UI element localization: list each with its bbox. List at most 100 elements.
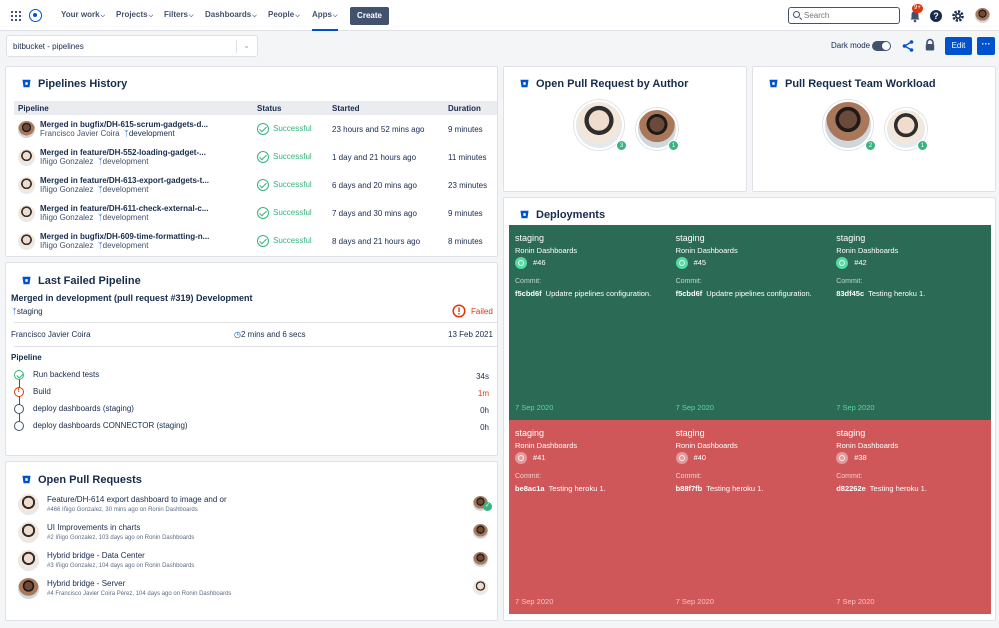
pipeline-name[interactable]: Merged in feature/DH-611-check-external-… <box>40 204 209 213</box>
commit-hash[interactable]: d82262e <box>836 483 866 493</box>
commit-hash[interactable]: f5cbd6f <box>515 289 542 298</box>
status-cell: Successful <box>253 115 328 143</box>
deployment-card[interactable]: staging Ronin Dashboards #40 Commit: b88… <box>669 419 831 614</box>
nav-apps[interactable]: Apps⌵ <box>312 10 338 31</box>
lock-icon[interactable] <box>923 38 937 52</box>
column-header[interactable]: Started <box>328 101 444 115</box>
pipeline-cell: Merged in feature/DH-613-export-gadgets-… <box>14 171 253 199</box>
commit-hash[interactable]: 83df45c <box>836 289 865 298</box>
column-header[interactable]: Duration <box>444 101 497 115</box>
pipeline-step[interactable]: deploy dashboards (staging) <box>14 404 134 414</box>
pr-title[interactable]: UI Improvements in charts <box>47 523 141 532</box>
table-row[interactable]: Merged in bugfix/DH-609-time-formatting-… <box>14 227 497 255</box>
nav-your-work[interactable]: Your work⌵ <box>61 10 106 19</box>
reviewer-avatar[interactable] <box>823 100 873 150</box>
author-avatar[interactable] <box>574 100 624 150</box>
pull-request-item[interactable]: Feature/DH-614 export dashboard to image… <box>18 492 492 518</box>
commit-info: f5cbd6f Updatre pipelines configuration. <box>676 289 812 298</box>
commit-hash[interactable]: b88f7fb <box>675 483 703 493</box>
table-row[interactable]: Merged in feature/DH-613-export-gadgets-… <box>14 171 497 199</box>
pipeline-step[interactable]: deploy dashboards CONNECTOR (staging) <box>14 421 188 431</box>
deploy-build: #42 <box>836 257 867 269</box>
deploy-repository: Ronin Dashboards <box>836 246 899 255</box>
deployment-card[interactable]: staging Ronin Dashboards #42 Commit: 83d… <box>830 225 991 420</box>
search-input[interactable] <box>804 10 894 21</box>
deploy-repository: Ronin Dashboards <box>675 440 738 450</box>
app-switcher-icon[interactable] <box>11 11 21 21</box>
build-number: #41 <box>533 452 546 462</box>
panel-title: Open Pull Request by Author <box>536 78 689 90</box>
build-status-icon <box>675 257 688 269</box>
failed-pipeline-heading[interactable]: Merged in development (pull request #319… <box>11 293 253 303</box>
create-button[interactable]: Create <box>350 7 389 25</box>
table-row[interactable]: Merged in feature/DH-611-check-external-… <box>14 199 497 227</box>
step-success-icon <box>14 370 24 380</box>
pr-title[interactable]: Feature/DH-614 export dashboard to image… <box>47 495 227 504</box>
commit-hash[interactable]: be8ac1a <box>515 483 545 493</box>
commit-label: Commit: <box>515 278 542 285</box>
status-cell: Successful <box>253 199 328 227</box>
column-header[interactable]: Pipeline <box>14 101 253 115</box>
table-row[interactable]: Merged in bugfix/DH-615-scrum-gadgets-d.… <box>14 115 497 143</box>
pull-request-item[interactable]: Hybrid bridge - Data Center #3 Iñigo Gon… <box>18 548 488 574</box>
share-icon[interactable] <box>901 39 915 53</box>
nav-people[interactable]: People⌵ <box>268 10 300 19</box>
pipeline-name[interactable]: Merged in bugfix/DH-615-scrum-gadgets-d.… <box>40 120 209 129</box>
deployment-card[interactable]: staging Ronin Dashboards #41 Commit: be8… <box>509 419 670 614</box>
author-avatar <box>18 578 39 599</box>
search-icon <box>793 11 800 18</box>
author-avatar <box>18 550 39 571</box>
deployment-card[interactable]: staging Ronin Dashboards #46 Commit: f5c… <box>509 225 670 420</box>
status-cell: Successful <box>253 171 328 199</box>
pipeline-cell: Merged in feature/DH-552-loading-gadget-… <box>14 143 253 171</box>
success-icon <box>257 151 269 163</box>
pipeline-date: 13 Feb 2021 <box>448 330 493 339</box>
pipeline-name[interactable]: Merged in bugfix/DH-609-time-formatting-… <box>40 232 210 241</box>
notifications-icon[interactable] <box>908 9 922 23</box>
bitbucket-icon <box>520 210 529 219</box>
commit-info: b88f7fb Testing heroku 1. <box>676 484 764 493</box>
nav-dashboards[interactable]: Dashboards⌵ <box>205 10 257 19</box>
deployment-card[interactable]: staging Ronin Dashboards #45 Commit: f5c… <box>669 225 831 420</box>
svg-text:?: ? <box>933 11 939 21</box>
settings-icon[interactable] <box>951 9 965 23</box>
pr-title[interactable]: Hybrid bridge - Server <box>47 579 126 588</box>
dark-mode-toggle[interactable] <box>872 41 891 51</box>
search-box[interactable] <box>788 7 900 24</box>
build-number: #46 <box>533 257 546 267</box>
build-number: #38 <box>854 452 867 462</box>
more-actions-button[interactable]: ··· <box>977 37 995 55</box>
pipelines-history-panel: Pipelines History Pipeline Status Starte… <box>5 66 498 257</box>
profile-avatar[interactable] <box>975 8 990 23</box>
pull-request-item[interactable]: UI Improvements in charts #2 Iñigo Gonza… <box>18 520 488 546</box>
pull-request-item[interactable]: Hybrid bridge - Server #4 Francisco Javi… <box>18 576 488 602</box>
pipeline-step[interactable]: Build <box>14 387 51 397</box>
pipeline-section-label: Pipeline <box>11 353 42 362</box>
pr-title[interactable]: Hybrid bridge - Data Center <box>47 551 145 560</box>
commit-label: Commit: <box>675 278 702 285</box>
pr-meta: #466 Iñigo Gonzalez, 30 mins ago on Roni… <box>47 507 198 513</box>
step-failed-icon <box>14 387 24 397</box>
branch-name: development <box>102 241 149 250</box>
branch-icon: ᛉ <box>12 307 17 316</box>
table-row[interactable]: Merged in feature/DH-552-loading-gadget-… <box>14 143 497 171</box>
commit-hash[interactable]: f5cbd6f <box>675 289 703 298</box>
help-icon[interactable]: ? <box>929 9 943 23</box>
pipeline-step[interactable]: Run backend tests <box>14 370 99 380</box>
commit-label: Commit: <box>836 472 863 480</box>
deployment-card[interactable]: staging Ronin Dashboards #38 Commit: d82… <box>830 419 991 614</box>
dashboard-select[interactable]: bitbucket - pipelines ⌄ <box>6 35 258 57</box>
column-header[interactable]: Status <box>253 101 328 115</box>
edit-button[interactable]: Edit <box>945 37 972 55</box>
deploy-environment: staging <box>836 427 866 438</box>
pipeline-name[interactable]: Merged in feature/DH-552-loading-gadget-… <box>40 148 206 157</box>
jira-logo-icon[interactable] <box>29 9 42 22</box>
pipeline-name[interactable]: Merged in feature/DH-613-export-gadgets-… <box>40 176 209 185</box>
nav-filters[interactable]: Filters⌵ <box>164 10 194 19</box>
build-number: #42 <box>854 257 867 267</box>
commit-message: Testing heroku 1. <box>869 483 927 493</box>
commit-info: d82262e Testing heroku 1. <box>836 484 927 493</box>
bitbucket-icon <box>22 79 31 88</box>
nav-projects[interactable]: Projects⌵ <box>116 10 154 19</box>
status-text: Successful <box>273 152 312 162</box>
